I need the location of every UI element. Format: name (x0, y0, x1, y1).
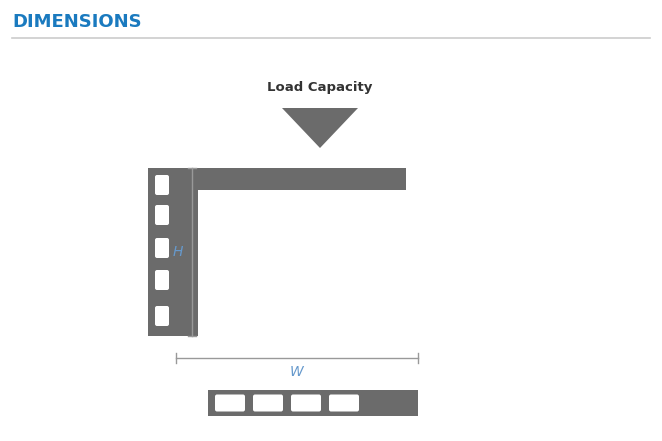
FancyBboxPatch shape (329, 395, 359, 411)
Bar (176, 190, 198, 336)
Bar (148, 168, 176, 336)
Polygon shape (282, 108, 358, 148)
FancyBboxPatch shape (155, 306, 169, 326)
Text: H: H (173, 245, 183, 259)
FancyBboxPatch shape (253, 395, 283, 411)
Text: Load Capacity: Load Capacity (267, 82, 373, 94)
Text: W: W (290, 365, 304, 379)
Bar (176, 168, 406, 190)
FancyBboxPatch shape (291, 395, 321, 411)
FancyBboxPatch shape (215, 395, 245, 411)
FancyBboxPatch shape (155, 175, 169, 195)
FancyBboxPatch shape (155, 205, 169, 225)
FancyBboxPatch shape (155, 238, 169, 258)
Bar (208, 390, 418, 416)
FancyBboxPatch shape (155, 270, 169, 290)
Text: DIMENSIONS: DIMENSIONS (12, 13, 142, 31)
